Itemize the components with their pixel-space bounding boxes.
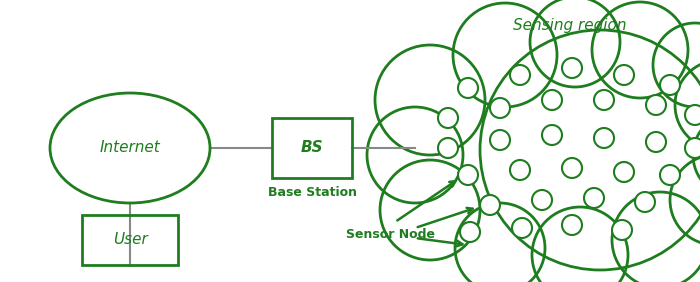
- Bar: [272, 118, 352, 178]
- Circle shape: [542, 125, 562, 145]
- Text: BS: BS: [301, 140, 323, 155]
- Circle shape: [512, 218, 532, 238]
- Circle shape: [675, 60, 700, 150]
- Circle shape: [612, 220, 632, 240]
- Circle shape: [653, 23, 700, 107]
- Text: Base Station: Base Station: [267, 186, 356, 199]
- Circle shape: [458, 165, 478, 185]
- Circle shape: [542, 90, 562, 110]
- Circle shape: [367, 107, 463, 203]
- Circle shape: [380, 160, 480, 260]
- Circle shape: [562, 158, 582, 178]
- Circle shape: [438, 138, 458, 158]
- Circle shape: [458, 78, 478, 98]
- Text: Sensing region: Sensing region: [513, 18, 626, 33]
- Circle shape: [455, 203, 545, 282]
- Circle shape: [693, 113, 700, 197]
- Circle shape: [614, 65, 634, 85]
- Circle shape: [660, 75, 680, 95]
- Circle shape: [612, 192, 700, 282]
- Circle shape: [480, 30, 700, 270]
- Circle shape: [490, 98, 510, 118]
- Circle shape: [562, 215, 582, 235]
- Circle shape: [460, 222, 480, 242]
- Text: Sensor Node: Sensor Node: [346, 228, 435, 241]
- Text: User: User: [113, 232, 148, 248]
- Circle shape: [532, 190, 552, 210]
- Circle shape: [670, 155, 700, 245]
- Circle shape: [635, 192, 655, 212]
- Circle shape: [480, 195, 500, 215]
- Bar: [82, 215, 178, 265]
- Text: Internet: Internet: [99, 140, 160, 155]
- Circle shape: [594, 128, 614, 148]
- Circle shape: [592, 2, 688, 98]
- Circle shape: [510, 65, 530, 85]
- Circle shape: [532, 207, 628, 282]
- Circle shape: [510, 160, 530, 180]
- Circle shape: [594, 90, 614, 110]
- Circle shape: [453, 3, 557, 107]
- Circle shape: [490, 130, 510, 150]
- Circle shape: [438, 108, 458, 128]
- Circle shape: [562, 58, 582, 78]
- Circle shape: [685, 105, 700, 125]
- Circle shape: [584, 188, 604, 208]
- Circle shape: [646, 95, 666, 115]
- Circle shape: [660, 165, 680, 185]
- Circle shape: [375, 45, 485, 155]
- Circle shape: [530, 0, 620, 87]
- Circle shape: [685, 138, 700, 158]
- Circle shape: [646, 132, 666, 152]
- Circle shape: [614, 162, 634, 182]
